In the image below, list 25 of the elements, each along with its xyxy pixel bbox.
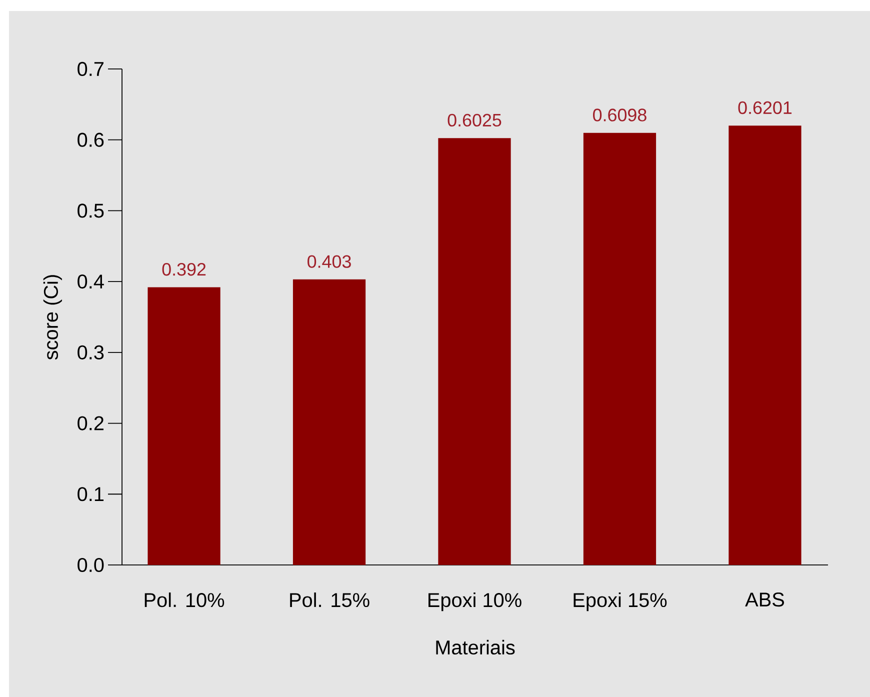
y-tick-label: 0.7 <box>78 62 104 76</box>
data-label: 0.392 <box>162 263 206 276</box>
y-axis-title: score (Ci) <box>43 275 62 360</box>
bar <box>292 279 366 565</box>
data-label: 0.403 <box>308 255 351 268</box>
bar <box>148 287 220 565</box>
x-tick-label: Pol. 15% <box>290 592 370 608</box>
bar <box>438 138 511 565</box>
data-label: 0.6098 <box>593 108 646 122</box>
y-tick-label: 0.3 <box>78 345 104 360</box>
bar <box>728 126 802 565</box>
x-tick-label: Epoxi 15% <box>574 592 667 612</box>
y-tick-label: 0.4 <box>78 274 104 289</box>
x-tick-label: Pol. 10% <box>144 592 224 608</box>
y-tick-label: 0.0 <box>78 558 104 572</box>
data-label: 0.6201 <box>738 101 792 114</box>
bar <box>583 132 656 565</box>
data-label: 0.6025 <box>448 114 502 127</box>
x-axis-title: Materiais <box>436 640 515 655</box>
y-tick-label: 0.2 <box>78 416 104 430</box>
x-tick-label: Epoxi 10% <box>428 592 522 612</box>
y-tick-label: 0.5 <box>78 204 104 218</box>
y-tick-label: 0.1 <box>78 487 104 502</box>
y-tick-label: 0.6 <box>78 132 104 147</box>
x-tick-label: ABS <box>745 592 784 607</box>
